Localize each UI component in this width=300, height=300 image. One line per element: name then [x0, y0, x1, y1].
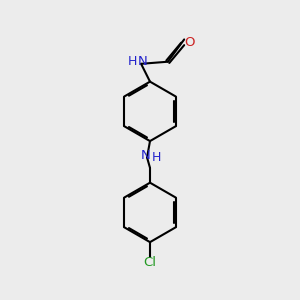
Text: H: H [152, 151, 161, 164]
Text: H: H [128, 55, 137, 68]
Text: N: N [141, 148, 150, 162]
Text: Cl: Cl [143, 256, 157, 269]
Text: N: N [138, 55, 147, 68]
Text: O: O [184, 36, 194, 49]
